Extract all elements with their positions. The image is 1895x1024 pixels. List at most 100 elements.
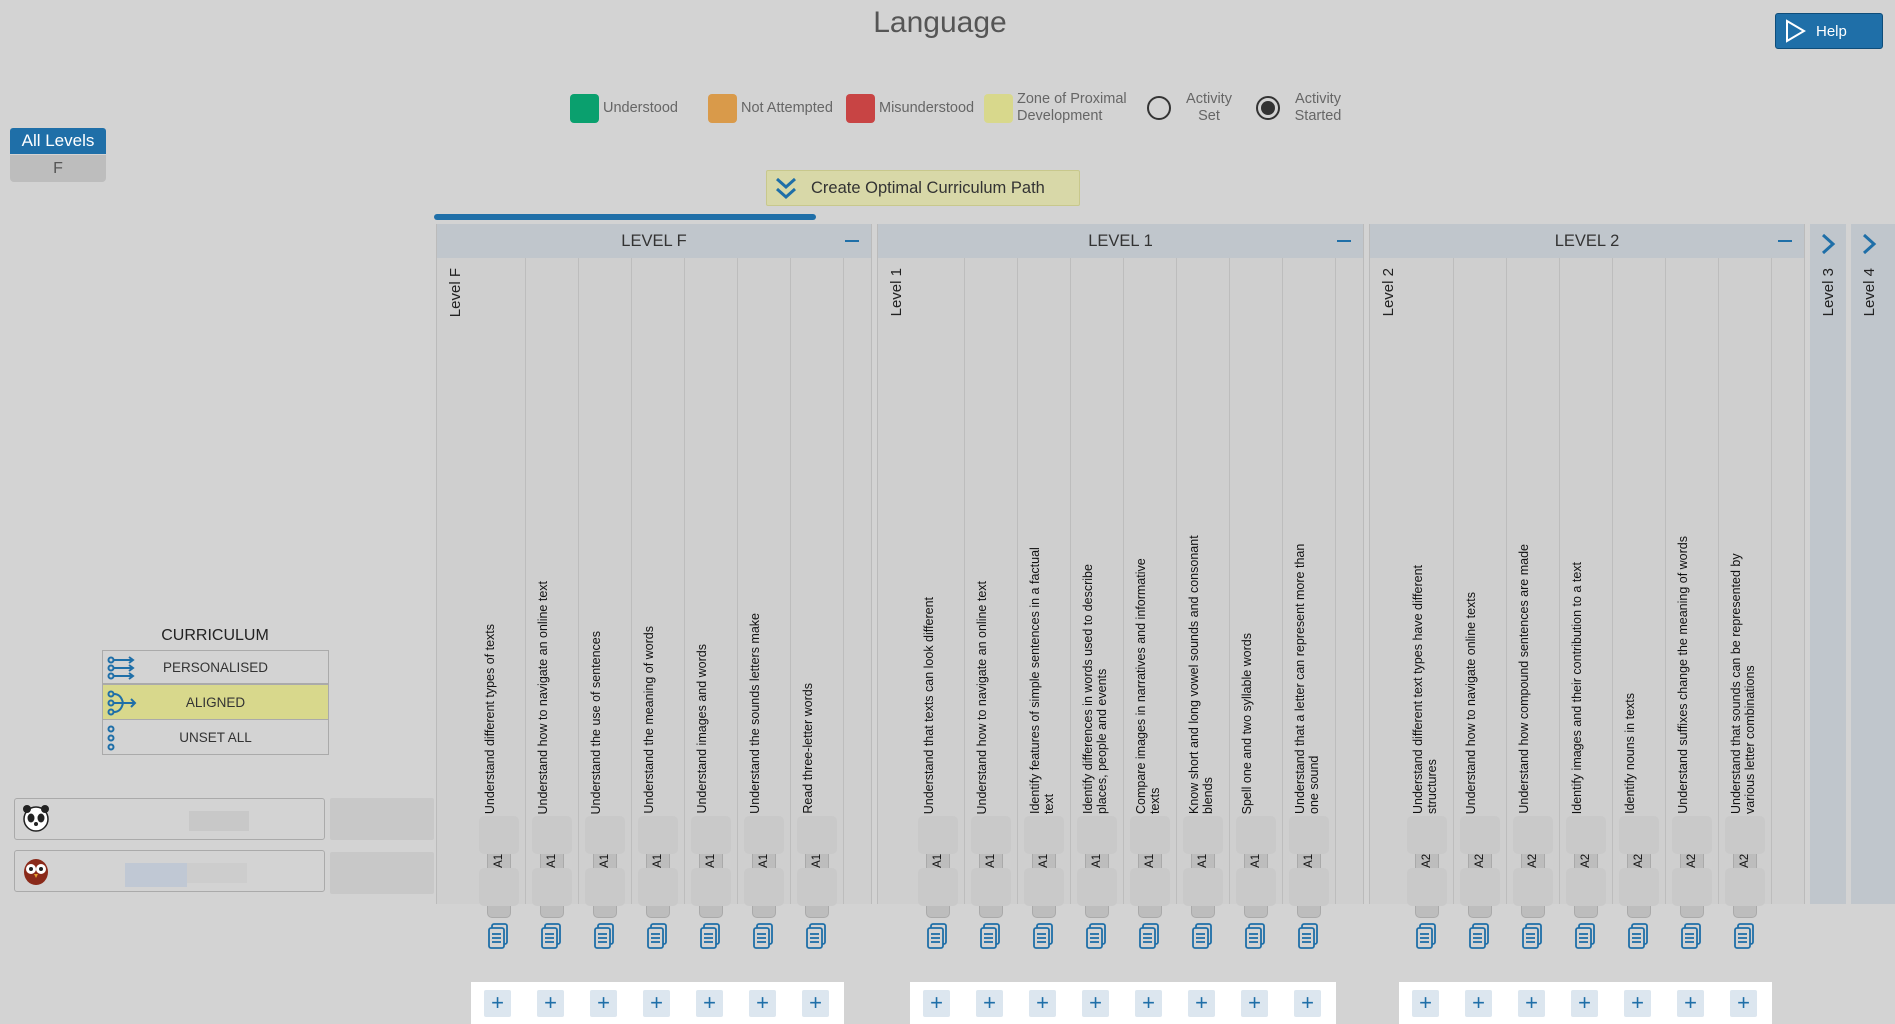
student-cell[interactable] (1183, 868, 1223, 906)
document-icon[interactable] (1574, 922, 1598, 952)
document-icon[interactable] (1085, 922, 1109, 952)
student-cell[interactable] (638, 816, 678, 854)
add-activity-button[interactable]: + (923, 990, 950, 1017)
add-activity-button[interactable]: + (1730, 990, 1757, 1017)
document-icon[interactable] (805, 922, 829, 952)
student-cell[interactable] (532, 868, 572, 906)
student-cell[interactable] (744, 816, 784, 854)
collapse-icon[interactable] (1337, 240, 1351, 242)
document-icon[interactable] (1297, 922, 1321, 952)
add-activity-button[interactable]: + (1294, 990, 1321, 1017)
document-icon[interactable] (1244, 922, 1268, 952)
student-cell[interactable] (1024, 816, 1064, 854)
level-3-tab[interactable]: Level 3 (1810, 224, 1846, 904)
document-icon[interactable] (1415, 922, 1439, 952)
curriculum-unset-all[interactable]: UNSET ALL (102, 719, 329, 755)
add-activity-button[interactable]: + (1677, 990, 1704, 1017)
student-cell[interactable] (797, 816, 837, 854)
document-icon[interactable] (646, 922, 670, 952)
student-cell[interactable] (1289, 816, 1329, 854)
student-cell[interactable] (691, 868, 731, 906)
add-activity-button[interactable]: + (1465, 990, 1492, 1017)
add-activity-button[interactable]: + (749, 990, 776, 1017)
add-activity-button[interactable]: + (643, 990, 670, 1017)
student-cell[interactable] (1236, 816, 1276, 854)
add-activity-button[interactable]: + (802, 990, 829, 1017)
collapse-icon[interactable] (845, 240, 859, 242)
document-icon[interactable] (1733, 922, 1757, 952)
document-icon[interactable] (1032, 922, 1056, 952)
student-row[interactable] (14, 850, 325, 892)
student-cell[interactable] (1619, 868, 1659, 906)
student-cell[interactable] (918, 816, 958, 854)
student-cell[interactable] (638, 868, 678, 906)
document-icon[interactable] (752, 922, 776, 952)
student-cell[interactable] (1024, 868, 1064, 906)
student-cell[interactable] (585, 816, 625, 854)
document-icon[interactable] (926, 922, 950, 952)
document-icon[interactable] (1521, 922, 1545, 952)
create-optimal-path-button[interactable]: Create Optimal Curriculum Path (766, 170, 1080, 206)
student-cell[interactable] (971, 868, 1011, 906)
add-activity-button[interactable]: + (1518, 990, 1545, 1017)
curriculum-aligned[interactable]: ALIGNED (102, 684, 329, 720)
add-activity-button[interactable]: + (1571, 990, 1598, 1017)
student-cell[interactable] (744, 868, 784, 906)
add-activity-button[interactable]: + (1188, 990, 1215, 1017)
student-cell[interactable] (691, 816, 731, 854)
add-activity-button[interactable]: + (590, 990, 617, 1017)
document-icon[interactable] (1191, 922, 1215, 952)
add-activity-button[interactable]: + (484, 990, 511, 1017)
student-cell[interactable] (1289, 868, 1329, 906)
add-activity-button[interactable]: + (1135, 990, 1162, 1017)
level-4-tab[interactable]: Level 4 (1851, 224, 1895, 904)
student-cell[interactable] (585, 868, 625, 906)
add-activity-button[interactable]: + (976, 990, 1003, 1017)
add-activity-button[interactable]: + (1412, 990, 1439, 1017)
add-activity-button[interactable]: + (537, 990, 564, 1017)
student-cell[interactable] (1077, 868, 1117, 906)
document-icon[interactable] (1468, 922, 1492, 952)
student-row[interactable] (14, 798, 325, 840)
add-activity-button[interactable]: + (1029, 990, 1056, 1017)
student-cell[interactable] (971, 816, 1011, 854)
student-cell[interactable] (1725, 816, 1765, 854)
student-cell[interactable] (1566, 868, 1606, 906)
student-cell[interactable] (479, 816, 519, 854)
document-icon[interactable] (699, 922, 723, 952)
student-cell[interactable] (1077, 816, 1117, 854)
student-cell[interactable] (797, 868, 837, 906)
student-cell[interactable] (1619, 816, 1659, 854)
add-activity-button[interactable]: + (696, 990, 723, 1017)
document-icon[interactable] (979, 922, 1003, 952)
add-activity-button[interactable]: + (1241, 990, 1268, 1017)
student-cell[interactable] (918, 868, 958, 906)
student-cell[interactable] (1460, 868, 1500, 906)
student-cell[interactable] (1513, 868, 1553, 906)
document-icon[interactable] (540, 922, 564, 952)
student-cell[interactable] (1407, 868, 1447, 906)
student-cell[interactable] (1725, 868, 1765, 906)
document-icon[interactable] (1627, 922, 1651, 952)
collapse-icon[interactable] (1778, 240, 1792, 242)
add-activity-button[interactable]: + (1624, 990, 1651, 1017)
all-levels-button[interactable]: All Levels (10, 128, 106, 154)
student-cell[interactable] (1130, 868, 1170, 906)
curriculum-personalised[interactable]: PERSONALISED (102, 650, 329, 684)
student-cell[interactable] (1672, 868, 1712, 906)
student-cell[interactable] (1183, 816, 1223, 854)
student-cell[interactable] (479, 868, 519, 906)
document-icon[interactable] (487, 922, 511, 952)
add-activity-button[interactable]: + (1082, 990, 1109, 1017)
document-icon[interactable] (1680, 922, 1704, 952)
student-cell[interactable] (1236, 868, 1276, 906)
student-cell[interactable] (1460, 816, 1500, 854)
help-button[interactable]: Help (1775, 13, 1883, 49)
student-cell[interactable] (1566, 816, 1606, 854)
student-cell[interactable] (1672, 816, 1712, 854)
student-cell[interactable] (1130, 816, 1170, 854)
student-cell[interactable] (1407, 816, 1447, 854)
student-cell[interactable] (532, 816, 572, 854)
document-icon[interactable] (1138, 922, 1162, 952)
document-icon[interactable] (593, 922, 617, 952)
